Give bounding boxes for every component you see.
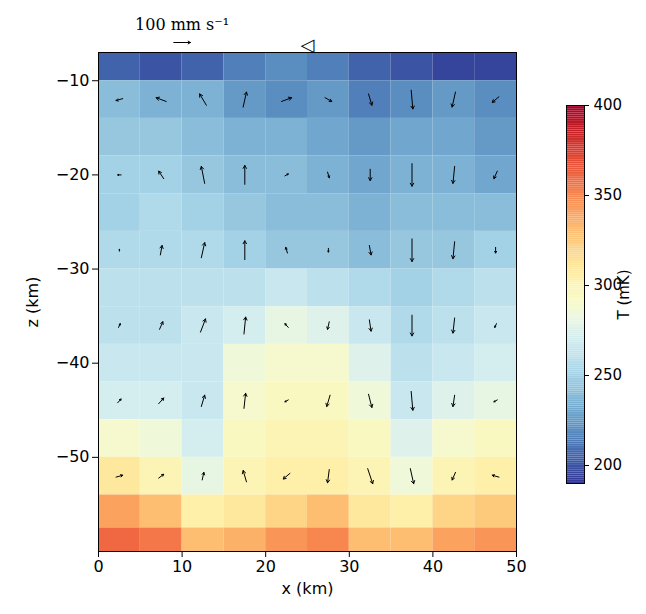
svg-text:−10: −10 [56,71,90,90]
svg-text:30: 30 [339,557,359,576]
svg-text:z (km): z (km) [23,277,42,328]
svg-text:−50: −50 [56,447,90,466]
svg-text:400: 400 [594,96,623,114]
svg-text:10: 10 [172,557,192,576]
svg-text:300: 300 [593,276,623,295]
svg-text:−30: −30 [56,259,90,278]
svg-text:◁: ◁ [301,34,315,55]
svg-text:200: 200 [594,456,623,474]
svg-text:T (mK): T (mK) [615,269,633,320]
svg-text:x (km): x (km) [282,579,334,598]
svg-text:100 mm s⁻¹: 100 mm s⁻¹ [135,15,229,34]
svg-text:50: 50 [506,557,526,576]
svg-text:250: 250 [594,366,623,384]
svg-text:20: 20 [256,557,276,576]
svg-text:−20: −20 [56,165,90,184]
svg-text:350: 350 [594,186,623,204]
svg-text:0: 0 [93,557,103,576]
svg-text:40: 40 [423,557,443,576]
svg-text:−40: −40 [56,353,90,372]
